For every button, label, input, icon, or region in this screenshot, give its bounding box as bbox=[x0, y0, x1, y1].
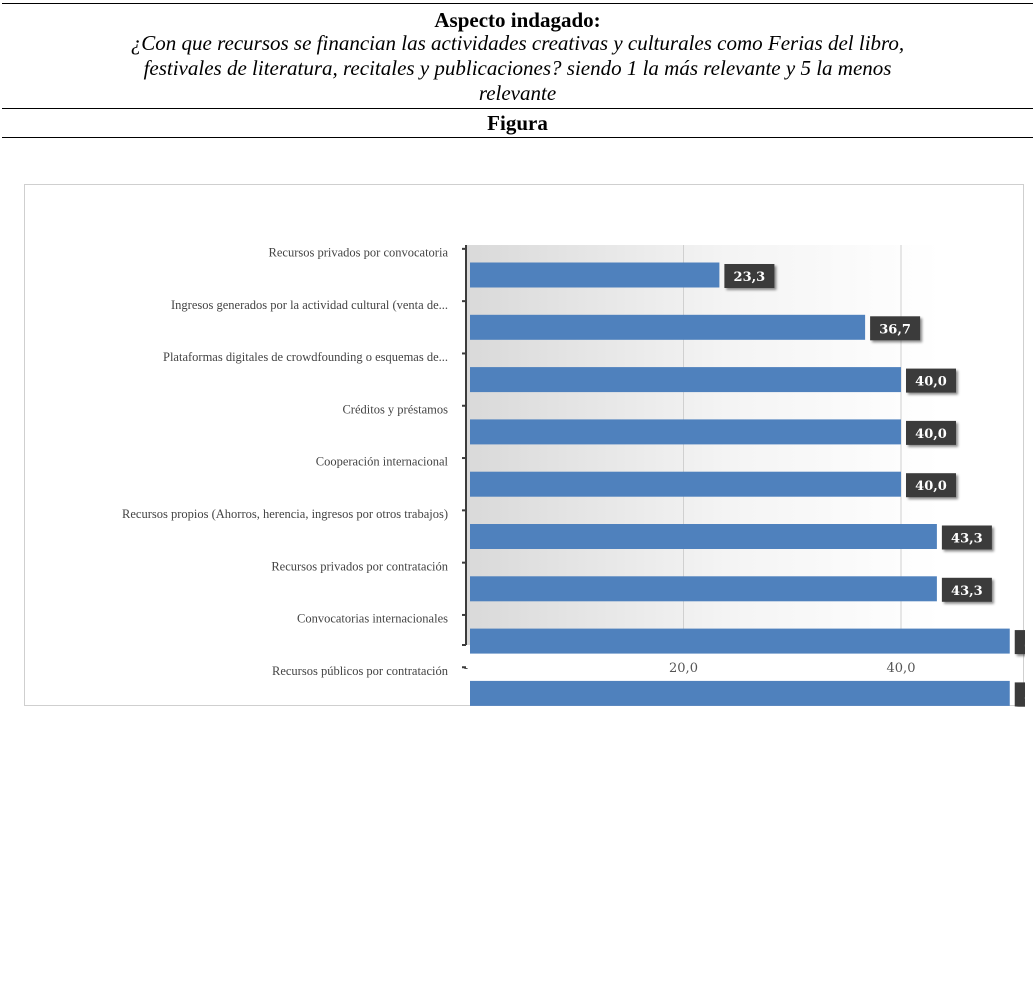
category-label: Convocatorias internacionales bbox=[297, 612, 448, 626]
question-line-2: festivales de literatura, recitales y pu… bbox=[143, 56, 892, 80]
section-title: Aspecto indagado: bbox=[434, 8, 601, 32]
middle-rule bbox=[2, 108, 1033, 109]
bar bbox=[470, 419, 901, 445]
data-label: 43,3 bbox=[941, 525, 992, 550]
data-label: 50,0 bbox=[1014, 682, 1025, 707]
category-label: Cooperación internacional bbox=[316, 455, 449, 469]
data-label: 43,3 bbox=[941, 577, 992, 602]
bar bbox=[470, 471, 901, 497]
data-label: 40,0 bbox=[906, 473, 956, 498]
category-label: Plataformas digitales de crowdfounding o… bbox=[163, 350, 448, 364]
bar bbox=[470, 680, 1010, 706]
bar-chart: Recursos privados por convocatoria Ingres… bbox=[122, 245, 1025, 707]
category-label: Recursos públicos por contratación bbox=[272, 664, 449, 678]
x-tick-label: 40,0 bbox=[887, 661, 916, 676]
category-label: Recursos propios (Ahorros, herencia, ing… bbox=[122, 507, 448, 521]
data-label-text: 23,3 bbox=[734, 270, 766, 285]
data-label: 50,0 bbox=[1014, 630, 1025, 655]
data-label: 23,3 bbox=[724, 264, 775, 288]
bar bbox=[470, 576, 937, 602]
figure-label: Figura bbox=[487, 111, 548, 135]
data-label: 40,0 bbox=[906, 368, 956, 393]
data-label-text: 50,0 bbox=[1024, 688, 1025, 703]
data-label-text: 43,3 bbox=[951, 584, 983, 599]
data-label-text: 40,0 bbox=[915, 427, 947, 442]
x-tick-label: - bbox=[464, 661, 468, 676]
bottom-rule bbox=[2, 137, 1033, 138]
bar bbox=[470, 367, 901, 393]
x-tick-label: 20,0 bbox=[669, 661, 698, 676]
category-label: Ingresos generados por la actividad cult… bbox=[171, 298, 448, 312]
data-label-text: 50,0 bbox=[1024, 636, 1025, 651]
data-label-text: 40,0 bbox=[915, 375, 947, 390]
data-label: 36,7 bbox=[870, 316, 921, 341]
data-label: 40,0 bbox=[906, 420, 956, 445]
data-label-text: 40,0 bbox=[915, 479, 947, 494]
data-label-text: 36,7 bbox=[879, 322, 911, 337]
top-rule bbox=[2, 3, 1033, 4]
bar bbox=[470, 524, 937, 549]
category-label: Recursos privados por contratación bbox=[271, 559, 448, 573]
bar bbox=[470, 314, 866, 340]
bar bbox=[470, 628, 1010, 654]
bar bbox=[470, 262, 720, 288]
data-label-text: 43,3 bbox=[951, 532, 983, 547]
question-line-1: ¿Con que recursos se financian las activ… bbox=[130, 31, 905, 55]
question-line-3: relevante bbox=[478, 81, 557, 105]
category-label: Recursos privados por convocatoria bbox=[269, 246, 449, 260]
chart-frame: Recursos privados por convocatoria Ingres… bbox=[24, 184, 1025, 707]
category-label: Créditos y préstamos bbox=[342, 402, 448, 416]
